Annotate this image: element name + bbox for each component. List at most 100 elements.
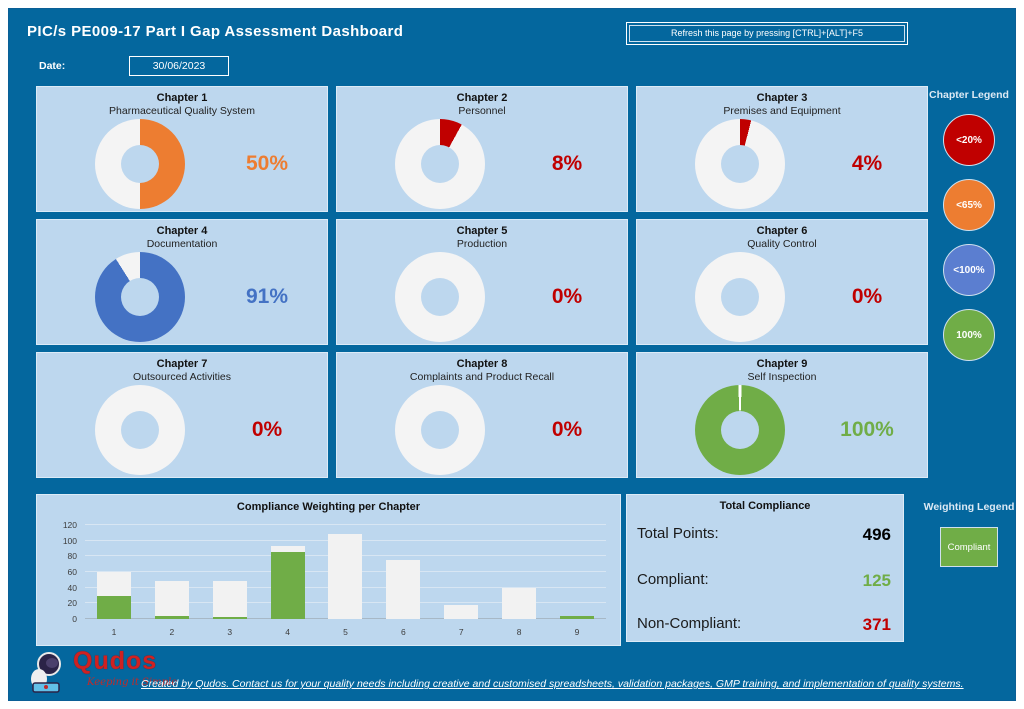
x-axis-tick-label: 7 [458,627,464,637]
bars-container: 1 2 3 4 5 6 7 8 9 [85,525,606,637]
y-axis-tick-label: 20 [67,598,77,609]
chapter-cards-grid: Chapter 1 Pharmaceutical Quality System … [36,86,928,478]
donut-row: 8% [337,119,627,209]
refresh-button[interactable]: Refresh this page by pressing [CTRL]+[AL… [626,22,908,45]
x-axis-tick-label: 5 [343,627,348,637]
chapter-percent: 8% [551,152,583,176]
chapter-title: Chapter 3 [756,92,808,104]
bar-column: 6 [386,525,421,637]
bar-segment-non-compliant [154,580,189,616]
chapter-title: Chapter 8 [456,358,508,370]
chapter-4-card: Chapter 4 Documentation 91% [36,219,328,345]
donut-hole [121,145,159,183]
chapter-title: Chapter 6 [756,225,808,237]
chapter-percent: 50% [245,152,289,176]
chapter-subtitle: Production [456,238,508,250]
donut-chart [395,385,485,475]
bar-segment-compliant [212,617,247,619]
chapter-6-card: Chapter 6 Quality Control 0% [636,219,928,345]
donut-row: 4% [637,119,927,209]
bar-segment-non-compliant [212,581,247,618]
donut-hole [721,411,759,449]
chapter-1-card: Chapter 1 Pharmaceutical Quality System … [36,86,328,212]
bar-column: 4 [270,525,305,637]
compliant-label: Compliant: [637,571,709,588]
chapter-title: Chapter 5 [456,225,508,237]
donut-row: 0% [37,385,327,475]
chapter-subtitle: Self Inspection [747,371,817,383]
x-axis-tick-label: 1 [111,627,117,637]
bar-segment-compliant [96,595,131,619]
chapter-8-card: Chapter 8 Complaints and Product Recall … [336,352,628,478]
non-compliant-value: 371 [862,615,891,634]
bar-column: 3 [212,525,247,637]
chapter-3-card: Chapter 3 Premises and Equipment 4% [636,86,928,212]
chapter-title: Chapter 1 [156,92,208,104]
y-axis-tick-label: 80 [67,551,77,562]
chapter-5-card: Chapter 5 Production 0% [336,219,628,345]
chapter-subtitle: Documentation [146,238,218,250]
donut-hole [421,411,459,449]
bar-column: 8 [502,525,537,637]
donut-hole [421,145,459,183]
y-axis-tick-label: 40 [67,582,77,593]
page-title: PIC/s PE009-17 Part I Gap Assessment Das… [27,23,404,40]
chapter-percent: 4% [851,152,883,176]
x-axis-tick-label: 6 [400,627,406,637]
donut-row: 0% [637,252,927,342]
weighting-legend-title: Weighting Legend [923,501,1015,513]
date-label: Date: [39,60,66,72]
footer: Qudos Keeping it Simple Created by Qudos… [27,647,1007,699]
bar-segment-compliant [559,615,594,619]
bar-segment-non-compliant [444,604,479,619]
chapter-legend-title: Chapter Legend [929,89,1009,101]
bar-segment-non-compliant [270,546,305,553]
y-axis-tick-label: 60 [67,567,77,577]
legend-circle-blue: <100% [943,244,995,296]
compliance-weighting-chart: Compliance Weighting per Chapter 0 20 40 60… [36,494,621,646]
chapter-percent: 91% [245,285,289,309]
legend-circle-green: 100% [943,309,995,361]
compliant-row: Compliant: 125 [637,571,893,595]
non-compliant-row: Non-Compliant: 371 [637,615,893,639]
chapter-legend: Chapter Legend <20% <65% <100% 100% [921,89,1017,361]
y-axis-tick-label: 120 [62,520,77,530]
donut-row: 100% [637,385,927,475]
donut-row: 91% [37,252,327,342]
bar-segment-compliant [270,552,305,619]
donut-chart [95,119,185,209]
donut-row: 50% [37,119,327,209]
chart-title: Compliance Weighting per Chapter [236,501,421,513]
donut-row: 0% [337,252,627,342]
chapter-9-card: Chapter 9 Self Inspection 100% [636,352,928,478]
chapter-subtitle: Quality Control [747,238,817,250]
chapter-percent: 0% [851,285,883,309]
bar-column: 7 [444,525,479,637]
legend-circle-orange: <65% [943,179,995,231]
bar-column: 1 [96,525,131,637]
date-input[interactable]: 30/06/2023 [129,56,229,76]
footer-contact-link[interactable]: Created by Qudos. Contact us for your qu… [141,678,964,690]
gridline [85,524,606,525]
chapter-2-card: Chapter 2 Personnel 8% [336,86,628,212]
chapter-subtitle: Complaints and Product Recall [409,371,555,383]
bar-column: 5 [328,525,363,637]
chapter-percent: 0% [251,418,283,442]
bar-segment-compliant [154,615,189,619]
chapter-subtitle: Outsourced Activities [132,371,232,383]
chapter-title: Chapter 4 [156,225,208,237]
donut-hole [721,278,759,316]
total-points-row: Total Points: 496 [637,525,893,549]
donut-hole [721,145,759,183]
weighting-legend-compliant-box: Compliant [940,527,998,567]
total-compliance-title: Total Compliance [719,500,811,512]
compliant-value: 125 [862,571,891,590]
donut-chart [95,252,185,342]
donut-chart [695,119,785,209]
chapter-title: Chapter 2 [456,92,508,104]
chapter-subtitle: Personnel [458,105,506,117]
donut-hole [121,411,159,449]
chapter-percent: 100% [840,418,894,442]
bar-segment-non-compliant [328,533,363,619]
